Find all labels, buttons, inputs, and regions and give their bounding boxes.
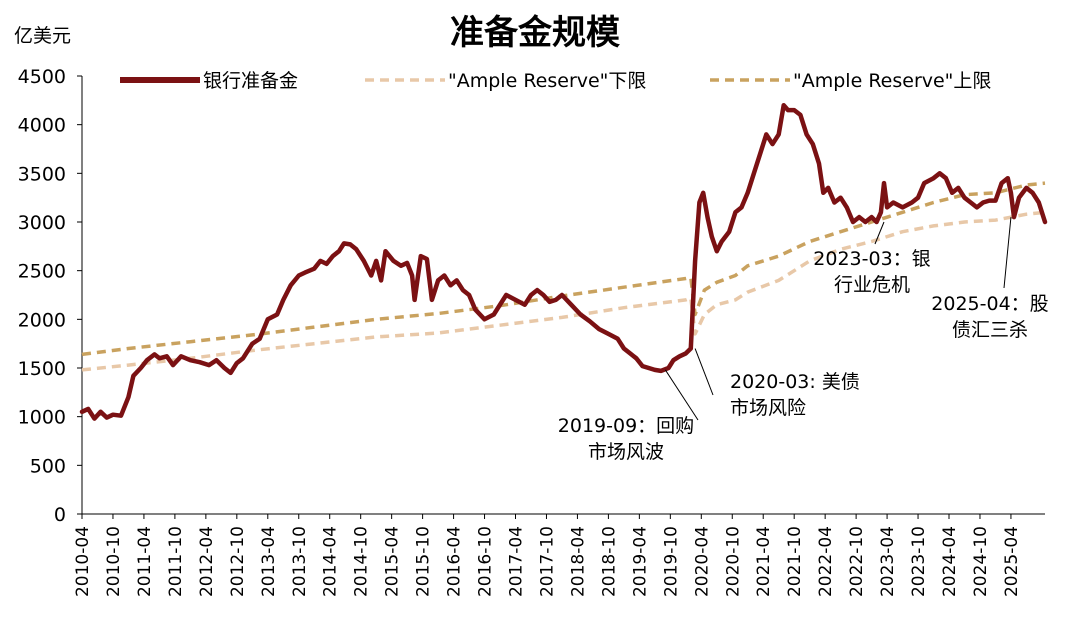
y-tick-label: 3000	[18, 212, 66, 234]
annotation-text: 市场风险	[730, 397, 806, 419]
x-tick-label: 2022-04	[816, 526, 836, 597]
x-tick-label: 2010-10	[104, 526, 124, 597]
x-tick-label: 2016-04	[445, 526, 465, 597]
y-tick-label: 1000	[18, 407, 66, 429]
annotation-leader-line	[694, 348, 714, 396]
x-tick-label: 2016-10	[476, 526, 496, 597]
ample-reserve-upper-line	[81, 181, 1046, 357]
legend: 银行准备金 "Ample Reserve"下限 "Ample Reserve"上限	[120, 70, 991, 92]
legend-label: 银行准备金	[203, 70, 298, 92]
x-tick-label: 2021-04	[754, 526, 774, 597]
x-tick-label: 2020-04	[692, 526, 712, 597]
x-tick-label: 2017-10	[537, 526, 557, 597]
x-tick-label: 2012-04	[197, 526, 217, 597]
x-tick-label: 2014-10	[352, 526, 372, 597]
annotation-text: 2023-03：银	[813, 248, 930, 270]
x-tick-label: 2019-04	[630, 526, 650, 597]
y-tick-label: 2500	[18, 261, 66, 283]
x-tick-label: 2025-04	[1002, 526, 1022, 597]
x-tick-label: 2020-10	[723, 526, 743, 597]
y-tick-label: 0	[54, 504, 66, 526]
annotation-text: 2019-09：回购	[558, 415, 694, 437]
y-tick-label: 2000	[18, 309, 66, 331]
legend-label: "Ample Reserve"下限	[448, 70, 646, 92]
x-tick-label: 2021-10	[785, 526, 805, 597]
x-tick-label: 2013-04	[259, 526, 279, 597]
y-tick-label: 500	[30, 455, 66, 477]
y-axis-unit-label: 亿美元	[14, 25, 71, 47]
x-tick-label: 2014-04	[321, 526, 341, 597]
y-tick-label: 3500	[18, 163, 66, 185]
x-tick-label: 2018-04	[568, 526, 588, 597]
x-tick-label: 2010-04	[73, 526, 93, 597]
y-tick-label: 4500	[18, 66, 66, 88]
x-tick-label: 2024-10	[971, 526, 991, 597]
x-tick-label: 2015-10	[414, 526, 434, 597]
ample-reserve-lower-line	[81, 210, 1046, 372]
annotation-text: 市场风波	[588, 441, 664, 463]
annotation-leader-line	[1003, 217, 1012, 289]
y-tick-label: 4000	[18, 115, 66, 137]
x-tick-label: 2022-10	[847, 526, 867, 597]
x-tick-label: 2023-04	[878, 526, 898, 597]
x-tick-label: 2019-10	[661, 526, 681, 597]
annotation-text: 行业危机	[834, 274, 910, 296]
x-tick-label: 2015-04	[383, 526, 403, 597]
plot-series	[79, 102, 1048, 421]
legend-label: "Ample Reserve"上限	[793, 70, 991, 92]
annotation-leader-line	[664, 369, 699, 421]
x-tick-label: 2017-04	[507, 526, 527, 597]
reserve-balance-line	[79, 102, 1048, 421]
annotation-text: 2025-04：股	[931, 293, 1048, 315]
x-tick-label: 2023-10	[909, 526, 929, 597]
chart-title: 准备金规模	[450, 13, 620, 53]
annotation-text: 债汇三杀	[952, 319, 1028, 341]
x-tick-label: 2011-04	[135, 526, 155, 597]
x-tick-label: 2012-10	[228, 526, 248, 597]
axes: 0 500 1000 1500 2000 2500 3000 3500 4000 4500 2010…	[18, 66, 1045, 597]
x-tick-label: 2024-04	[940, 526, 960, 597]
x-tick-label: 2018-10	[599, 526, 619, 597]
annotation-text: 2020-03: 美债	[730, 371, 860, 393]
annotation-leader-line	[874, 221, 885, 245]
x-tick-label: 2013-10	[290, 526, 310, 597]
x-tick-label: 2011-10	[166, 526, 186, 597]
y-tick-label: 1500	[18, 358, 66, 380]
